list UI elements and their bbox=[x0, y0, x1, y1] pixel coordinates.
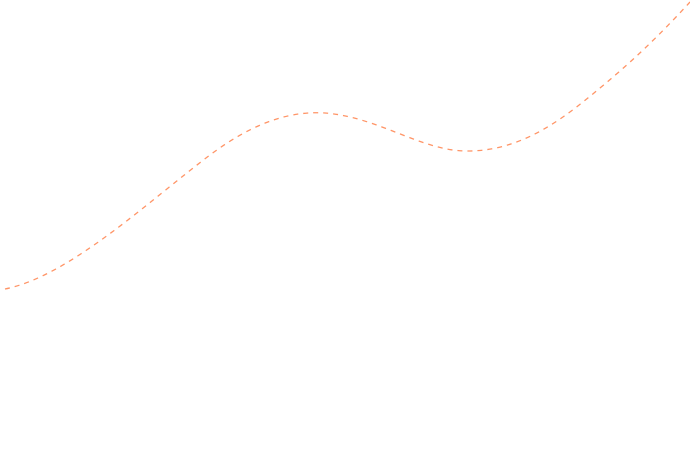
dashed-curve bbox=[4, 1, 690, 290]
